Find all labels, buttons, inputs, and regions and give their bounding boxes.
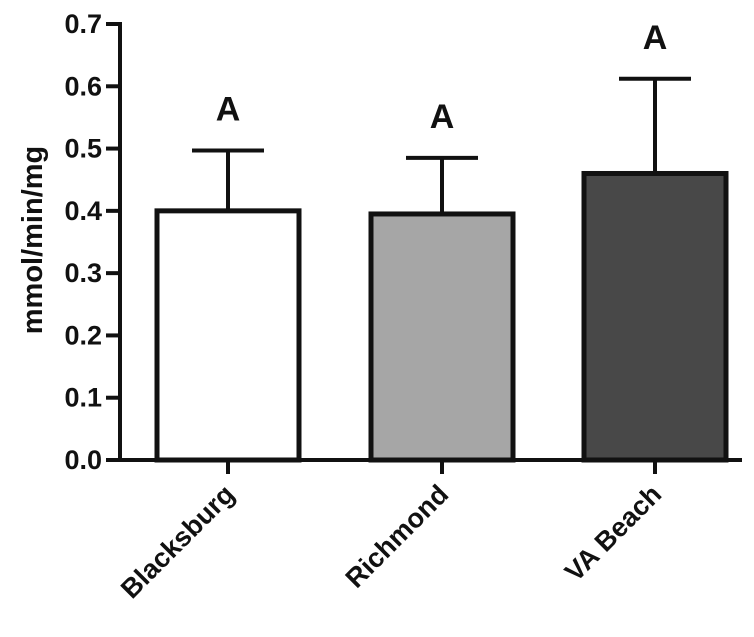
y-tick-label: 0.4 (64, 196, 102, 226)
y-axis: 0.0 0.1 0.2 0.3 0.4 0.5 0.6 0.7 (64, 9, 122, 475)
x-tick-label: VA Beach (559, 479, 667, 587)
significance-label: A (216, 90, 241, 128)
y-tick-label: 0.6 (64, 71, 102, 101)
x-axis: Blacksburg Richmond VA Beach (115, 458, 742, 604)
y-tick-label: 0.0 (64, 445, 102, 475)
x-tick-label: Blacksburg (115, 479, 240, 604)
y-tick-label: 0.7 (64, 9, 102, 39)
y-axis-label: mmol/min/mg (17, 146, 49, 335)
y-tick-label: 0.2 (64, 320, 102, 350)
bar-blacksburg (154, 208, 302, 463)
bars: A A A (154, 19, 729, 463)
significance-label: A (430, 98, 455, 136)
y-tick-label: 0.1 (64, 383, 102, 413)
bar-richmond (368, 211, 516, 463)
bar-va-beach (581, 170, 729, 463)
x-tick-label: Richmond (340, 479, 455, 594)
significance-label: A (643, 19, 668, 57)
y-tick-label: 0.3 (64, 258, 102, 288)
y-tick-label: 0.5 (64, 134, 102, 164)
